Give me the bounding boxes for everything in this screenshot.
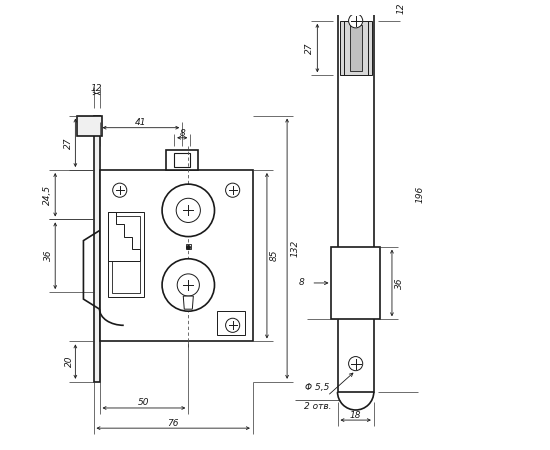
Text: 36: 36 [43,250,53,261]
Bar [112,216,140,293]
Text: 20: 20 [65,356,74,367]
Text: 2 отв.: 2 отв. [304,402,331,411]
Bar [94,116,100,382]
Circle shape [113,183,127,197]
Text: 196: 196 [416,185,425,203]
Bar [166,150,199,170]
Text: 8: 8 [179,129,185,138]
Circle shape [226,318,240,333]
Text: Φ 5,5: Φ 5,5 [305,383,329,392]
Circle shape [349,356,362,371]
Text: 27: 27 [305,42,314,54]
Text: 18: 18 [350,410,361,419]
Bar [186,243,191,249]
Text: 76: 76 [167,418,179,427]
Bar [332,247,380,319]
Circle shape [177,274,200,296]
Text: 132: 132 [290,240,300,257]
Bar [174,153,190,167]
Text: 85: 85 [270,250,278,261]
Text: 24,5: 24,5 [43,184,52,205]
Bar [338,0,374,392]
Bar [180,203,196,217]
Text: 27: 27 [64,137,73,148]
Text: 12: 12 [397,3,405,14]
Bar [108,212,144,297]
Bar [100,170,253,342]
Text: 36: 36 [394,277,404,289]
Text: 8: 8 [298,279,304,288]
Bar [339,21,372,75]
Circle shape [162,184,214,237]
Circle shape [176,198,200,222]
Text: 41: 41 [135,118,147,127]
Bar [350,25,362,71]
Text: 12: 12 [91,84,102,93]
Bar [217,311,245,335]
Polygon shape [183,296,194,309]
Bar [78,116,102,136]
Circle shape [349,14,362,28]
Polygon shape [108,212,140,261]
Text: 50: 50 [138,398,150,407]
Circle shape [162,259,214,311]
Circle shape [226,183,240,197]
